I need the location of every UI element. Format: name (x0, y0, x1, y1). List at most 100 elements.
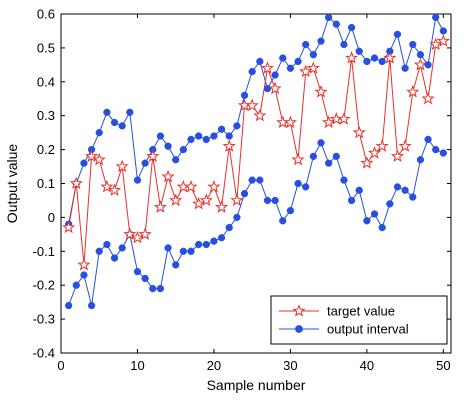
y-axis-label: Output value (4, 144, 20, 224)
y-tick-label: 0 (48, 210, 55, 225)
interval-lower-point (317, 139, 325, 147)
interval-upper-point (279, 54, 287, 62)
legend: target value output interval (270, 295, 448, 345)
interval-upper-point (256, 57, 264, 66)
interval-lower-point (233, 213, 241, 222)
target-value-point (299, 64, 313, 78)
interval-upper-point (80, 159, 88, 167)
interval-lower-point (401, 186, 409, 194)
target-value-point (123, 227, 137, 240)
y-tick-label: -0.4 (33, 346, 55, 361)
interval-upper-point (156, 132, 165, 140)
target-value-point (429, 37, 443, 51)
y-tick-label: 0.1 (37, 176, 55, 191)
legend-label-output-interval: output interval (327, 322, 409, 337)
interval-lower-point (141, 274, 149, 283)
interval-upper-point (294, 57, 302, 66)
interval-lower-point (416, 156, 425, 164)
target-value-point (390, 149, 405, 162)
target-value-point (344, 51, 359, 64)
interval-lower-point (110, 254, 119, 262)
interval-upper-point (401, 64, 409, 72)
y-tick-label: -0.2 (33, 278, 55, 293)
interval-lower-point (118, 244, 126, 252)
interval-upper-point (202, 135, 210, 144)
axis-ticks: 0 10 20 30 40 50 -0.4 -0.3 -0.2 -0.1 0 0.1 0.2 0.3 0.4… (33, 7, 451, 373)
x-tick-label: 0 (57, 358, 64, 373)
interval-lower-point (386, 200, 394, 208)
interval-upper-point (225, 132, 233, 140)
interval-lower-point (279, 217, 287, 225)
interval-upper-point (370, 54, 379, 62)
interval-lower-point (172, 261, 180, 269)
interval-upper-point (118, 122, 126, 130)
interval-upper-point (409, 40, 417, 49)
target-value-point (153, 200, 168, 213)
interval-lower-point (248, 176, 256, 184)
interval-upper-point (309, 51, 318, 59)
interval-lower-point (240, 190, 249, 198)
target-value-point (184, 179, 198, 193)
x-tick-label: 10 (130, 358, 144, 373)
legend-entry-target-value: target value (279, 304, 395, 319)
interval-upper-point (263, 84, 272, 93)
interval-upper-point (240, 91, 249, 100)
x-tick-label: 40 (360, 358, 374, 373)
interval-upper-point (347, 23, 356, 32)
target-value-point (260, 61, 275, 74)
interval-lower-point (409, 193, 417, 201)
legend-swatch-marker-output-interval (295, 325, 303, 333)
y-tick-label: -0.3 (33, 312, 55, 327)
y-tick-label: 0.5 (37, 40, 55, 55)
interval-lower-point (286, 206, 295, 215)
target-value-point (192, 196, 206, 210)
interval-lower-point (302, 183, 310, 191)
interval-upper-point (133, 176, 142, 184)
x-tick-label: 30 (283, 358, 297, 373)
interval-lower-point (378, 223, 386, 232)
interval-upper-point (302, 40, 310, 49)
target-value-point (161, 169, 175, 183)
interval-lower-point (164, 244, 172, 252)
target-value-point (199, 193, 213, 207)
target-value-point (283, 115, 298, 129)
interval-upper-point (416, 51, 425, 59)
legend-box (270, 295, 448, 345)
interval-lower-point (179, 247, 188, 255)
interval-upper-point (110, 118, 119, 127)
y-tick-label: 0.2 (37, 142, 55, 157)
interval-lower-point (156, 284, 165, 293)
interval-upper-point (271, 71, 279, 79)
interval-upper-point (194, 132, 203, 140)
interval-lower-point (294, 179, 302, 188)
interval-upper-point (179, 145, 188, 154)
interval-upper-point (95, 129, 103, 137)
target-value-point (413, 57, 428, 71)
target-value-point (130, 230, 145, 244)
interval-lower-point (194, 240, 203, 249)
interval-lower-point (217, 234, 226, 242)
interval-upper-point (424, 61, 432, 69)
target-value-point (92, 152, 106, 166)
x-axis-label: Sample number (207, 377, 306, 393)
interval-upper-point (141, 159, 149, 167)
y-tick-label: 0.3 (37, 108, 55, 123)
interval-upper-point (393, 30, 402, 38)
interval-lower-point (355, 186, 363, 194)
interval-lower-point (95, 247, 103, 255)
target-value-point (115, 159, 129, 173)
interval-lower-point (80, 271, 88, 279)
interval-lower-point (256, 176, 264, 184)
interval-lower-point (370, 210, 379, 218)
interval-upper-point (439, 27, 448, 35)
y-tick-label: 0.6 (37, 7, 55, 22)
interval-lower-point (187, 247, 195, 255)
target-value-point (214, 200, 229, 213)
interval-lower-point (347, 196, 356, 205)
target-value-point (322, 115, 336, 129)
interval-upper-point (363, 57, 371, 66)
target-value-point (421, 91, 435, 105)
interval-lower-point (332, 152, 340, 161)
target-value-point (107, 183, 122, 196)
target-value-point (291, 152, 305, 166)
